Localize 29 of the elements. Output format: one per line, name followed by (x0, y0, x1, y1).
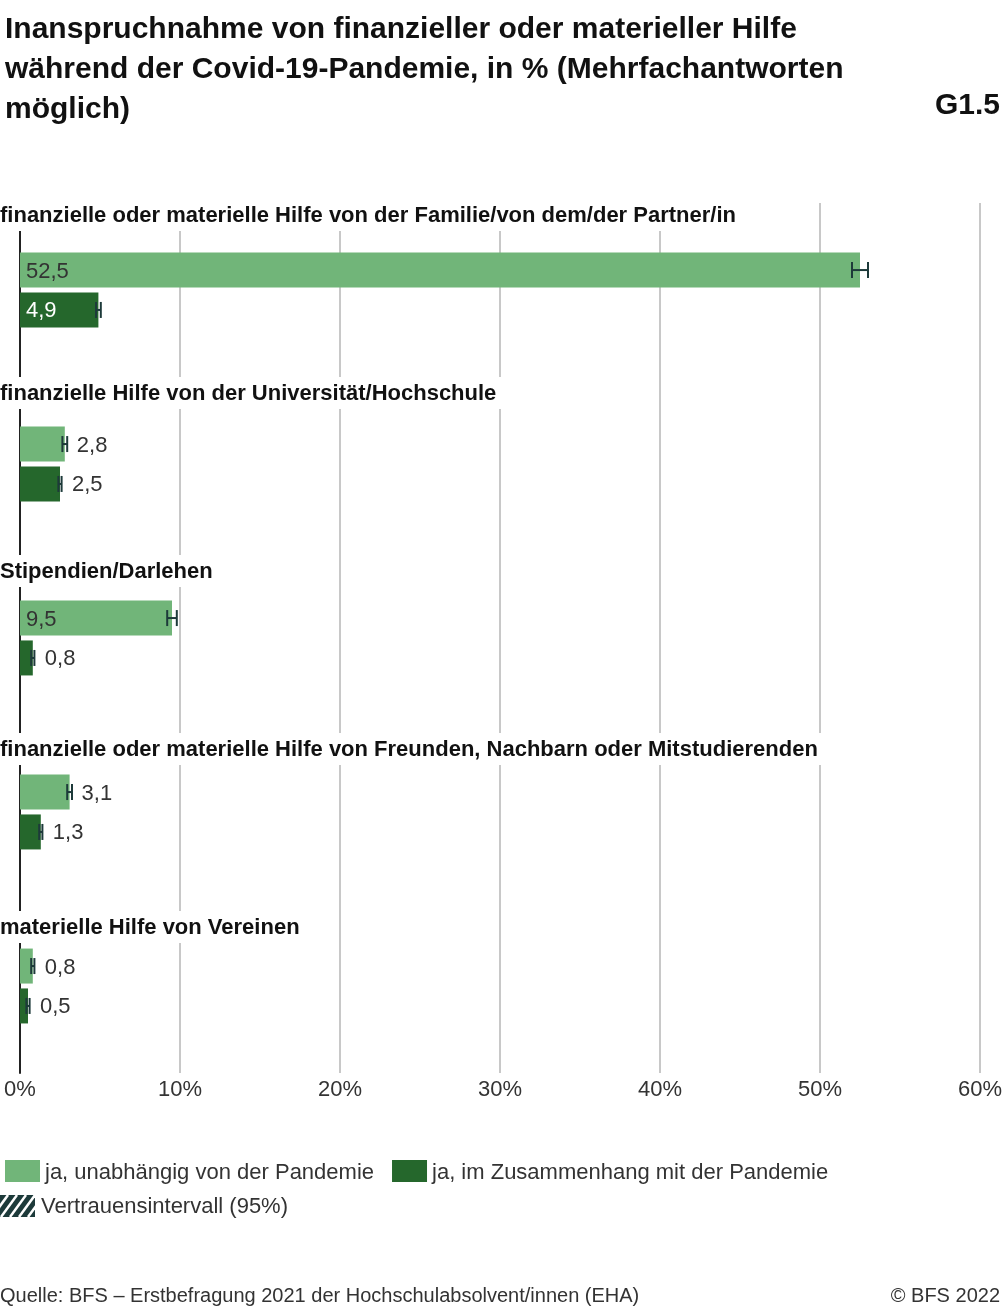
y-tick-label: materielle Hilfe von Vereinen (0, 913, 300, 939)
y-tick-label: finanzielle oder materielle Hilfe von Freunden, Nachbarn oder Mitstudierenden (0, 735, 818, 761)
data-label: 9,5 (26, 605, 57, 631)
x-tick-label: 0% (4, 1075, 36, 1101)
data-label: 52,5 (26, 257, 69, 283)
data-label: 1,3 (52, 819, 84, 845)
x-tick-label: 40% (637, 1075, 683, 1101)
y-tick-label: Stipendien/Darlehen (0, 557, 213, 583)
data-label: 2,5 (72, 471, 103, 497)
x-tick-label: 10% (157, 1075, 203, 1101)
text: G1.5 (934, 86, 1001, 120)
data-label: 4,9 (26, 297, 57, 323)
x-tick-label: 60% (957, 1075, 1003, 1101)
y-tick-label: finanzielle oder materielle Hilfe von der Familie/von dem/der Partner/in (0, 201, 736, 227)
data-label: 2,8 (76, 431, 108, 457)
y-tick-label: finanzielle Hilfe von der Universität/Hochschule (0, 379, 497, 405)
x-tick-label: 20% (317, 1075, 363, 1101)
data-label: 0,8 (44, 645, 76, 671)
data-label: 0,8 (44, 953, 76, 979)
text: © BFS 2022 (890, 1284, 1001, 1306)
x-tick-label: 30% (477, 1075, 523, 1101)
legend-label: ja, im Zusammenhang mit der Pandemie (431, 1158, 829, 1184)
source-note: Quelle: BFS – Erstbefragung 2021 der Hochschulabsolvent/innen (EHA) (0, 1284, 640, 1306)
data-label: 3,1 (81, 779, 113, 805)
chart-title: Inanspruchnahme von finanzieller oder materieller Hilfe während der Covid-19-Pandemie, in % (Mehrfachantworten möglich) (4, 10, 852, 124)
text: Vertrauensintervall (95%) (41, 1193, 289, 1219)
legend-label: ja, unabhängig von der Pandemie (44, 1158, 375, 1184)
x-tick-label: 50% (797, 1075, 843, 1101)
data-label: 0,5 (40, 993, 71, 1019)
